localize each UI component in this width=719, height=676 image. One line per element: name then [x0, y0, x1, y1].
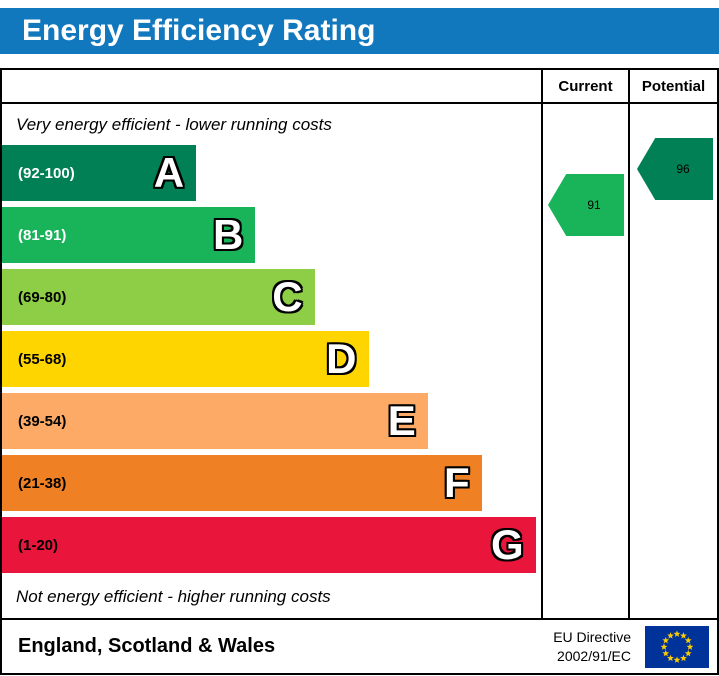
band-letter: D: [326, 335, 357, 382]
band-range: (21-38): [18, 474, 67, 492]
band-range: (55-68): [18, 350, 67, 368]
band-range: (69-80): [18, 288, 67, 306]
chart-body: Very energy efficient - lower running co…: [2, 104, 717, 618]
rating-chart: Current Potential Very energy efficient …: [0, 68, 719, 675]
band-row: (69-80) C: [2, 266, 541, 328]
band-row: (21-38) F: [2, 452, 541, 514]
band-row: (55-68) D: [2, 328, 541, 390]
region-label: England, Scotland & Wales: [18, 635, 276, 657]
footer: England, Scotland & Wales EU Directive 2…: [2, 618, 717, 673]
band-row: (92-100) A: [2, 142, 541, 204]
page-title: Energy Efficiency Rating: [22, 14, 376, 47]
band-c: (69-80) C: [2, 269, 315, 325]
potential-rating-value: 96: [676, 162, 690, 176]
eu-directive-label: EU Directive 2002/91/EC: [553, 628, 631, 664]
eu-flag-icon: [645, 625, 709, 668]
potential-column-header: Potential: [628, 70, 717, 102]
band-range: (92-100): [18, 164, 75, 182]
bands-area: Very energy efficient - lower running co…: [2, 104, 541, 618]
bands: (92-100) A (81-91) B (69-80) C: [2, 142, 541, 576]
caption-bottom: Not energy efficient - higher running co…: [16, 587, 331, 606]
title-bar: Energy Efficiency Rating: [0, 8, 719, 54]
band-letter: F: [444, 459, 470, 506]
band-letter: E: [387, 397, 416, 444]
current-column-header: Current: [541, 70, 628, 102]
band-letter: G: [490, 521, 524, 568]
column-headers: Current Potential: [2, 70, 717, 104]
potential-column: 96: [628, 104, 717, 618]
current-rating-arrow: 91: [548, 174, 624, 236]
band-range: (1-20): [18, 536, 59, 554]
band-letter: B: [212, 211, 244, 258]
band-g: (1-20) G: [2, 517, 536, 573]
potential-rating-arrow: 96: [637, 138, 713, 200]
band-row: (1-20) G: [2, 514, 541, 576]
band-f: (21-38) F: [2, 455, 482, 511]
caption-top: Very energy efficient - lower running co…: [16, 115, 332, 134]
eu-directive-line2: 2002/91/EC: [557, 647, 631, 664]
band-range: (81-91): [18, 226, 67, 244]
current-column: 91: [541, 104, 628, 618]
band-row: (39-54) E: [2, 390, 541, 452]
band-row: (81-91) B: [2, 204, 541, 266]
band-letter: C: [272, 273, 303, 320]
current-rating-value: 91: [587, 198, 601, 212]
band-d: (55-68) D: [2, 331, 369, 387]
band-b: (81-91) B: [2, 207, 256, 263]
header-spacer: [2, 70, 541, 102]
band-e: (39-54) E: [2, 393, 428, 449]
band-a: (92-100) A: [2, 145, 197, 201]
band-range: (39-54): [18, 412, 67, 430]
band-letter: A: [153, 149, 185, 196]
eu-directive-line1: EU Directive: [553, 629, 631, 646]
